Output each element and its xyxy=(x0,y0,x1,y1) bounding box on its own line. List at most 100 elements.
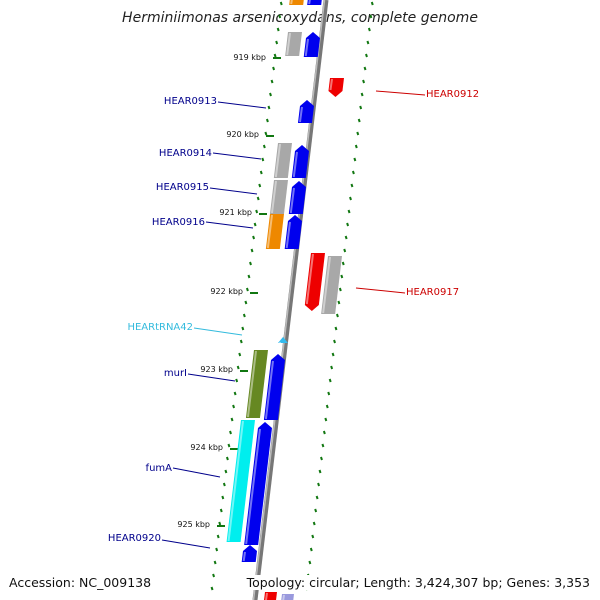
guide-dot xyxy=(328,378,332,383)
cog-block-top-gray[interactable] xyxy=(285,32,302,56)
leader-hear0915 xyxy=(209,187,258,195)
cds-hear0915[interactable] xyxy=(288,181,306,214)
guide-dot xyxy=(330,365,334,370)
guide-dot xyxy=(269,92,272,97)
guide-dot xyxy=(241,326,245,331)
cds-muri[interactable] xyxy=(263,354,285,420)
accession-text: Accession: NC_009138 xyxy=(9,575,152,590)
gene-label-hear0920[interactable]: HEAR0920 xyxy=(108,533,161,544)
label-leaders xyxy=(161,90,426,549)
guide-dot xyxy=(334,326,338,331)
cds-hear0920[interactable] xyxy=(241,545,257,562)
guide-dot xyxy=(265,118,269,123)
guide-dot xyxy=(264,131,268,136)
guide-dot xyxy=(338,287,342,292)
gene-features xyxy=(226,0,344,600)
leader-hear0914 xyxy=(212,152,262,160)
guide-dot xyxy=(322,430,326,435)
cog-block-top-gray-shine xyxy=(286,32,291,56)
guide-dot xyxy=(212,573,216,578)
cog-block-hear0915[interactable] xyxy=(269,180,288,214)
guide-dot xyxy=(252,235,256,240)
cog-block-hear0915-shine xyxy=(270,180,277,214)
guide-dot xyxy=(262,144,266,149)
cds-block-top[interactable] xyxy=(307,0,322,5)
gene-label-hear0914[interactable]: HEAR0914 xyxy=(159,148,212,159)
guide-dot xyxy=(232,404,236,409)
topology-text: Topology: circular; Length: 3,424,307 bp… xyxy=(244,575,590,590)
genome-backbone-highlight xyxy=(252,0,326,600)
cog-block-fuma-shine xyxy=(227,420,244,542)
cog-block-hear0916[interactable] xyxy=(265,214,284,249)
guide-dot xyxy=(230,417,234,422)
gene-label-hear0913[interactable]: HEAR0913 xyxy=(164,96,217,107)
trna-hear-trna42[interactable] xyxy=(278,337,288,343)
gene-labels: HEAR0912 HEAR0913 HEAR0914 HEAR0915 HEAR… xyxy=(108,89,479,544)
gene-label-hear0917[interactable]: HEAR0917 xyxy=(406,287,459,298)
guide-dot xyxy=(244,300,248,305)
guide-dot xyxy=(261,157,265,162)
cog-block-hear0917[interactable] xyxy=(321,256,342,314)
cds-fuma[interactable] xyxy=(244,422,272,545)
guide-dot xyxy=(255,209,259,214)
kbp-ticks: 919 kbp 920 kbp 921 kbp 922 kbp 923 kbp … xyxy=(177,53,281,529)
cds-hear0914[interactable] xyxy=(291,145,309,178)
guide-dot xyxy=(276,27,280,32)
guide-dot xyxy=(341,261,345,266)
guide-dot xyxy=(308,560,312,565)
gene-label-hear0916[interactable]: HEAR0916 xyxy=(152,217,205,228)
guide-dot xyxy=(233,391,237,396)
guide-dot xyxy=(225,456,229,461)
kbp-mark-919: 919 kbp xyxy=(233,53,266,62)
gene-label-hear0915[interactable]: HEAR0915 xyxy=(156,182,209,193)
guide-dot xyxy=(312,521,316,526)
guide-dot xyxy=(321,443,325,448)
cog-block-top-orange[interactable] xyxy=(289,0,304,5)
guide-dot xyxy=(218,521,222,526)
guide-dot xyxy=(273,53,277,58)
guide-dot xyxy=(245,287,249,292)
guide-dot xyxy=(213,560,217,565)
cds-hear0913[interactable] xyxy=(297,100,314,123)
cog-block-hear0914-shine xyxy=(274,143,281,178)
cds-block-bottom-red[interactable] xyxy=(264,592,277,600)
guide-dot xyxy=(314,508,318,513)
dotted-guides xyxy=(210,1,374,591)
cds-hear0912-shine xyxy=(329,78,333,91)
guide-dot xyxy=(249,261,252,266)
leader-trna42 xyxy=(193,327,243,336)
guide-dot xyxy=(353,157,357,162)
kbp-mark-925: 925 kbp xyxy=(177,520,210,529)
cds-hear0917[interactable] xyxy=(304,253,325,311)
guide-dot xyxy=(337,300,341,305)
cds-block-top-2[interactable] xyxy=(303,32,320,57)
cds-hear0916[interactable] xyxy=(284,215,302,249)
cds-muri-shine xyxy=(264,360,274,420)
leader-hear0913 xyxy=(217,101,267,109)
cog-block-muri[interactable] xyxy=(245,350,268,418)
cds-block-bottom-blue[interactable] xyxy=(281,594,294,600)
guide-dot xyxy=(215,547,219,552)
gene-label-muri[interactable]: murI xyxy=(164,368,187,379)
cog-block-top-orange-shine xyxy=(290,0,293,5)
guide-dot xyxy=(327,391,331,396)
guide-dot xyxy=(356,131,360,136)
kbp-mark-922: 922 kbp xyxy=(210,287,243,296)
kbp-mark-923: 923 kbp xyxy=(200,365,233,374)
guide-dot xyxy=(250,248,254,253)
cog-block-hear0914[interactable] xyxy=(273,143,292,178)
cds-hear0912[interactable] xyxy=(328,78,344,97)
gene-label-hear0912[interactable]: HEAR0912 xyxy=(426,89,479,100)
gene-label-hear-trna42[interactable]: HEARtRNA42 xyxy=(127,322,193,333)
cog-block-muri-shine xyxy=(246,350,257,418)
map-title: Herminiimonas arsenicoxydans, complete g… xyxy=(122,10,478,26)
guide-dot xyxy=(318,469,322,474)
guide-dot xyxy=(367,27,371,32)
kbp-mark-920: 920 kbp xyxy=(226,130,259,139)
gene-label-fuma[interactable]: fumA xyxy=(146,463,173,474)
cog-block-fuma[interactable] xyxy=(226,420,255,542)
cog-block-hear0917-shine xyxy=(322,256,331,314)
leader-hear0917 xyxy=(355,287,406,294)
